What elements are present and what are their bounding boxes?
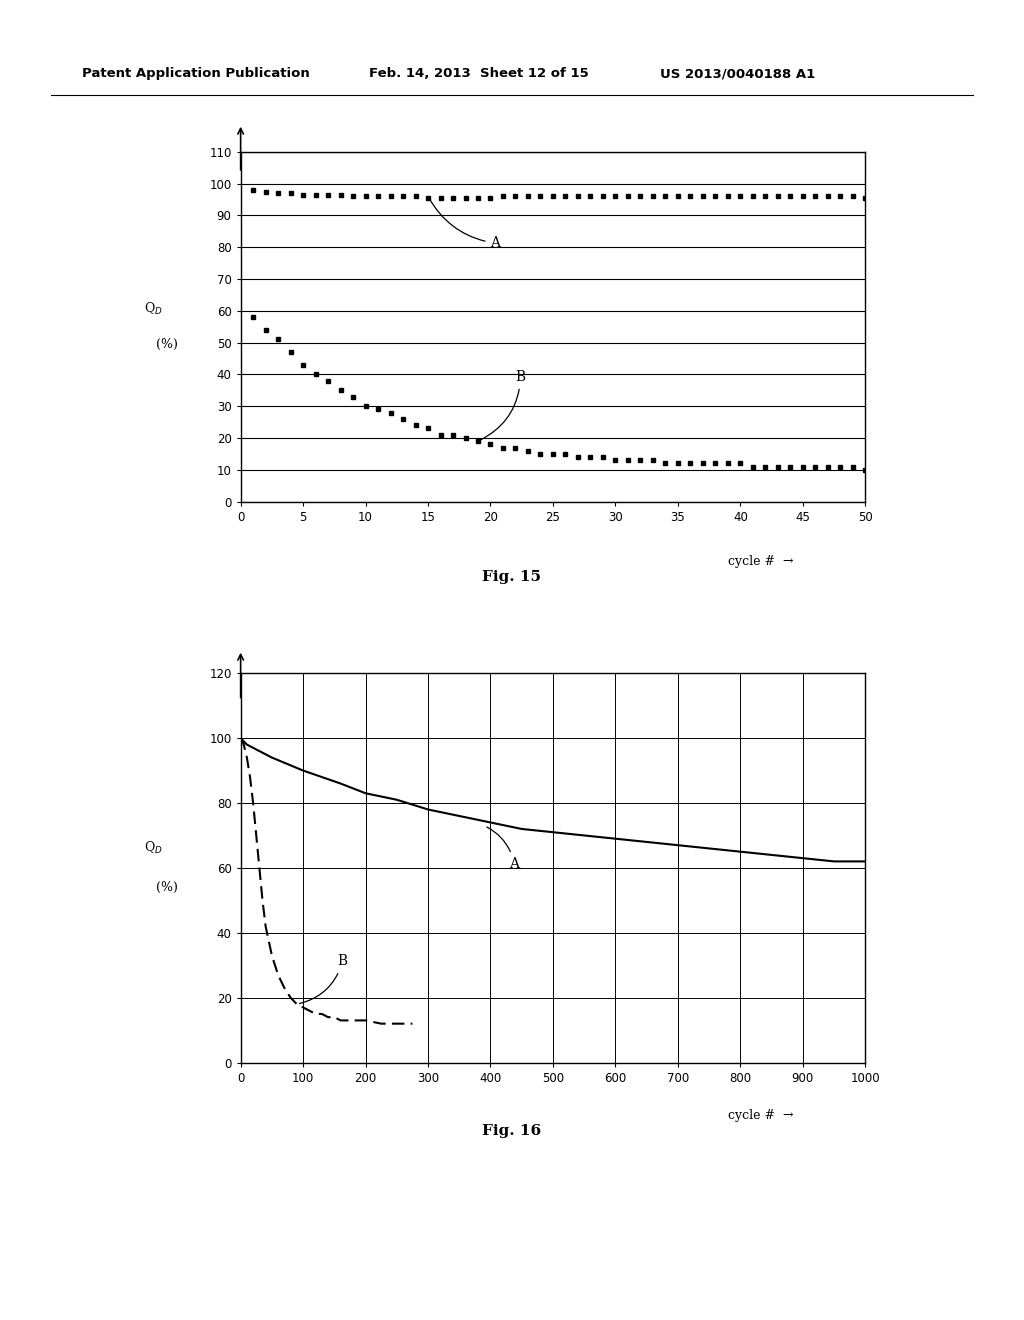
Text: (%): (%) bbox=[156, 880, 178, 894]
Text: Patent Application Publication: Patent Application Publication bbox=[82, 67, 309, 81]
Text: Fig. 15: Fig. 15 bbox=[482, 570, 542, 583]
Text: cycle #  →: cycle # → bbox=[728, 554, 794, 568]
Text: Q$_D$: Q$_D$ bbox=[144, 841, 163, 857]
Text: A: A bbox=[486, 826, 519, 871]
Text: (%): (%) bbox=[156, 338, 178, 351]
Text: Q$_D$: Q$_D$ bbox=[144, 301, 163, 317]
Text: B: B bbox=[300, 954, 347, 1003]
Text: Fig. 16: Fig. 16 bbox=[482, 1125, 542, 1138]
Text: B: B bbox=[480, 370, 525, 440]
Text: cycle #  →: cycle # → bbox=[728, 1109, 794, 1122]
Text: US 2013/0040188 A1: US 2013/0040188 A1 bbox=[660, 67, 816, 81]
Text: Feb. 14, 2013  Sheet 12 of 15: Feb. 14, 2013 Sheet 12 of 15 bbox=[369, 67, 589, 81]
Text: A: A bbox=[429, 199, 501, 251]
